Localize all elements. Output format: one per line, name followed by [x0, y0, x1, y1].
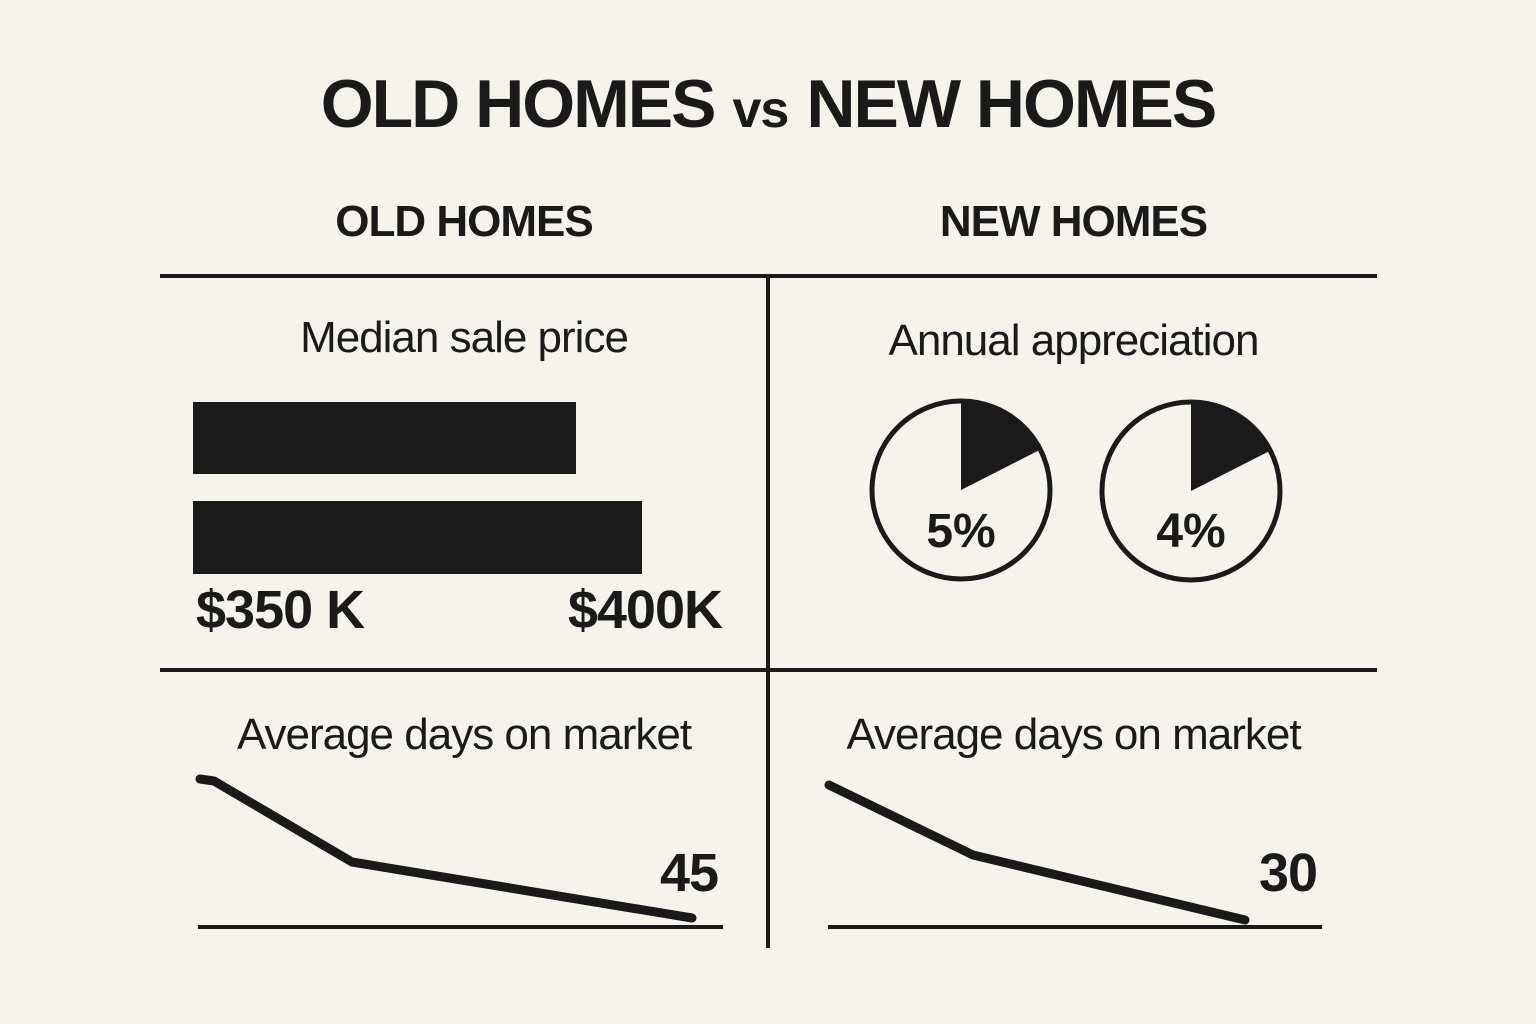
line-chart-days-new-icon: [824, 780, 1250, 925]
days-on-market-old-heading: Average days on market: [236, 710, 692, 759]
pie-label-4-percent: 4%: [1156, 505, 1226, 558]
days-on-market-new-heading: Average days on market: [846, 710, 1301, 759]
pie-label-5-percent: 5%: [926, 505, 996, 558]
page-title: OLD HOMES vs NEW HOMES: [0, 70, 1536, 138]
chart-baseline-new: [828, 925, 1322, 929]
median-sale-price-heading: Median sale price: [300, 313, 629, 362]
line-chart-days-old-icon: [195, 774, 697, 923]
days-new-value: 30: [1258, 843, 1318, 903]
pie-chart-old-homes-icon: [869, 398, 1053, 582]
vertical-divider: [766, 276, 770, 948]
column-header-old-homes: OLD HOMES: [335, 197, 593, 246]
bar-label-350k: $350 K: [196, 580, 365, 640]
title-vs: vs: [732, 81, 790, 139]
column-header-new-homes: NEW HOMES: [939, 197, 1208, 246]
bar-label-400k: $400K: [567, 580, 723, 640]
pie-chart-new-homes-icon: [1099, 399, 1283, 583]
title-new-homes: NEW HOMES: [806, 66, 1217, 142]
title-old-homes: OLD HOMES: [320, 66, 717, 142]
annual-appreciation-heading: Annual appreciation: [888, 316, 1260, 365]
bar-new-homes-price: [193, 501, 642, 574]
bar-old-homes-price: [193, 402, 576, 474]
days-old-value: 45: [659, 843, 719, 903]
chart-baseline-old: [198, 925, 723, 929]
